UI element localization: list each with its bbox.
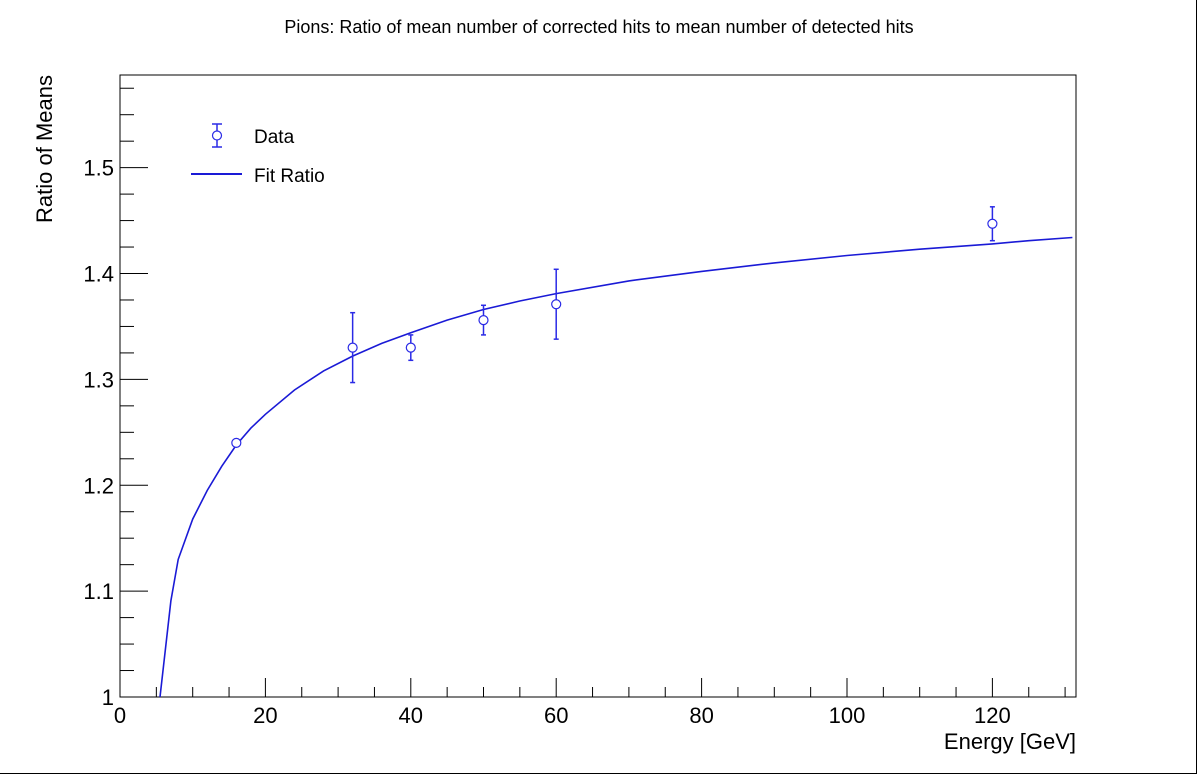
data-point bbox=[987, 206, 998, 242]
chart-title: Pions: Ratio of mean number of corrected… bbox=[284, 17, 913, 37]
x-axis-label: Energy [GeV] bbox=[944, 729, 1076, 754]
y-tick-label: 1.3 bbox=[83, 367, 114, 392]
data-point bbox=[478, 304, 489, 336]
y-tick-label: 1.1 bbox=[83, 579, 114, 604]
data-marker bbox=[987, 218, 998, 229]
x-tick-label: 40 bbox=[399, 703, 423, 728]
x-tick-label: 60 bbox=[544, 703, 568, 728]
y-tick-label: 1.4 bbox=[83, 262, 114, 287]
legend-data-marker bbox=[211, 130, 223, 141]
data-point bbox=[405, 334, 416, 362]
x-tick-label: 120 bbox=[974, 703, 1011, 728]
plot-frame bbox=[119, 74, 1077, 698]
data-point bbox=[231, 437, 242, 449]
data-marker bbox=[478, 314, 489, 326]
legend-data-label: Data bbox=[254, 127, 295, 148]
data-point bbox=[347, 311, 358, 384]
x-axis: 0 20 40 60 80 100 120 bbox=[114, 678, 1066, 728]
data-marker bbox=[231, 437, 242, 449]
y-tick-label: 1.5 bbox=[83, 156, 114, 181]
fit-ratio-line bbox=[159, 236, 1073, 698]
y-axis: 1 1.1 1.2 1.3 1.4 1.5 bbox=[83, 87, 148, 710]
data-marker bbox=[405, 342, 416, 353]
data-point bbox=[551, 268, 562, 340]
legend-fit-label: Fit Ratio bbox=[254, 166, 325, 187]
x-tick-label: 80 bbox=[689, 703, 713, 728]
y-tick-label: 1 bbox=[102, 685, 114, 710]
x-tick-label: 100 bbox=[829, 703, 866, 728]
legend: Data Fit Ratio bbox=[191, 123, 325, 187]
y-axis-label: Ratio of Means bbox=[32, 75, 57, 223]
data-marker bbox=[347, 342, 358, 353]
data-marker bbox=[551, 299, 562, 310]
data-points-group bbox=[231, 206, 998, 449]
x-tick-label: 0 bbox=[114, 703, 126, 728]
fit-curve-group bbox=[159, 236, 1073, 698]
y-tick-label: 1.2 bbox=[83, 473, 114, 498]
x-tick-label: 20 bbox=[253, 703, 277, 728]
